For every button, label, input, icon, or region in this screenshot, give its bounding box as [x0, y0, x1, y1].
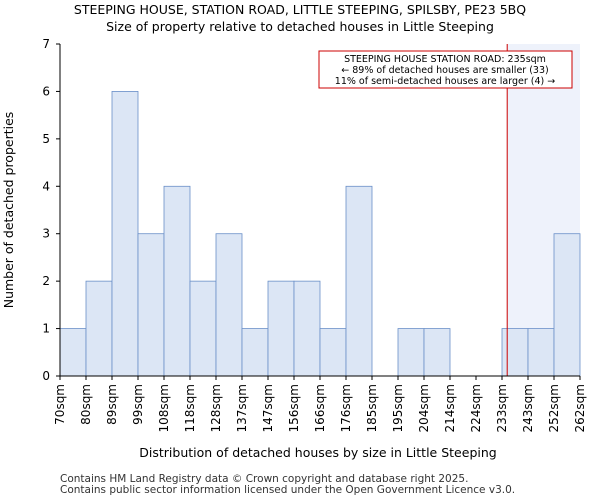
- footer-line-2: Contains public sector information licen…: [60, 484, 516, 496]
- annotation-line-3: 11% of semi-detached houses are larger (…: [335, 76, 555, 87]
- x-tick-label: 108sqm: [157, 384, 171, 432]
- bars-group: [59, 91, 581, 377]
- x-tick-label: 214sqm: [443, 384, 457, 432]
- x-tick-label: 195sqm: [391, 384, 405, 432]
- bar-252sqm: [553, 233, 581, 377]
- bar-156sqm: [293, 280, 321, 377]
- x-tick-label: 185sqm: [365, 384, 379, 432]
- x-tick-label: 224sqm: [469, 384, 483, 432]
- x-tick-label: 70sqm: [53, 384, 67, 425]
- x-axis-label: Distribution of detached houses by size …: [139, 445, 496, 460]
- x-tick-label: 99sqm: [131, 384, 145, 425]
- y-tick-label: 7: [42, 37, 50, 51]
- bar-204sqm: [423, 328, 451, 377]
- x-tick-label: 128sqm: [209, 384, 223, 432]
- bar-233sqm: [501, 328, 529, 377]
- bar-80sqm: [85, 280, 113, 377]
- x-tick-label: 156sqm: [287, 384, 301, 432]
- x-tick-label: 204sqm: [417, 384, 431, 432]
- chart-title: STEEPING HOUSE, STATION ROAD, LITTLE STE…: [74, 2, 526, 17]
- bar-166sqm: [319, 328, 347, 377]
- x-tick-label: 137sqm: [235, 384, 249, 432]
- bar-243sqm: [527, 328, 555, 377]
- x-tick-label: 262sqm: [573, 384, 587, 432]
- y-tick-label: 6: [42, 84, 50, 98]
- bar-108sqm: [163, 185, 191, 377]
- y-tick-label: 1: [42, 322, 50, 336]
- y-ticks: 0 1 2 3 4 5 6 7: [42, 37, 60, 383]
- x-tick-label: 243sqm: [521, 384, 535, 432]
- annotation-line-2: ← 89% of detached houses are smaller (33…: [341, 65, 548, 76]
- y-tick-label: 4: [42, 179, 50, 193]
- bar-137sqm: [241, 328, 269, 377]
- bar-70sqm: [59, 328, 87, 377]
- bar-89sqm: [111, 91, 139, 377]
- x-tick-label: 233sqm: [495, 384, 509, 432]
- x-tick-label: 89sqm: [105, 384, 119, 425]
- x-tick-label: 118sqm: [183, 384, 197, 432]
- annotation-box: STEEPING HOUSE STATION ROAD: 235sqm ← 89…: [318, 50, 573, 89]
- x-ticks: 70sqm 80sqm 89sqm 99sqm 108sqm 118sqm 128sqm 13…: [53, 376, 587, 432]
- annotation-line-1: STEEPING HOUSE STATION ROAD: 235sqm: [344, 54, 546, 65]
- y-tick-label: 2: [42, 274, 50, 288]
- bar-147sqm: [267, 280, 295, 377]
- x-tick-label: 176sqm: [339, 384, 353, 432]
- x-tick-label: 80sqm: [79, 384, 93, 425]
- x-tick-label: 166sqm: [313, 384, 327, 432]
- bar-118sqm: [189, 280, 217, 377]
- y-axis-label: Number of detached properties: [1, 112, 16, 309]
- y-tick-label: 0: [42, 369, 50, 383]
- bar-99sqm: [137, 233, 165, 377]
- bar-128sqm: [215, 233, 243, 377]
- y-tick-label: 3: [42, 227, 50, 241]
- bar-195sqm: [397, 328, 425, 377]
- bar-176sqm: [345, 185, 373, 377]
- chart-subtitle: Size of property relative to detached ho…: [106, 19, 494, 34]
- footer-line-1: Contains HM Land Registry data © Crown c…: [60, 473, 469, 485]
- x-tick-label: 147sqm: [261, 384, 275, 432]
- x-tick-label: 252sqm: [547, 384, 561, 432]
- y-tick-label: 5: [42, 132, 50, 146]
